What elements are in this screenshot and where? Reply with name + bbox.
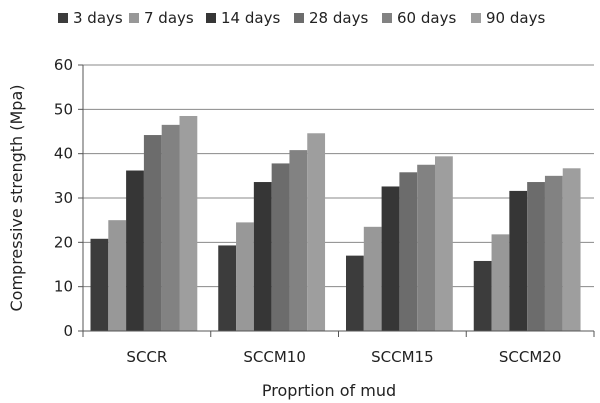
legend: 3 days 7 days 14 days 28 days 60 days 90 days	[58, 9, 545, 27]
x-tick-label: SCCM10	[243, 348, 306, 366]
legend-label: 60 days	[397, 9, 456, 27]
x-tick-label: SCCM20	[499, 348, 562, 366]
y-tick-label: 20	[54, 233, 73, 251]
bar-3-days-sccm20	[473, 260, 492, 331]
legend-label: 3 days	[73, 9, 123, 27]
legend-swatch	[206, 13, 216, 23]
legend-label: 14 days	[221, 9, 280, 27]
x-tick-label: SCCR	[126, 348, 167, 366]
bar-3-days-sccm15	[346, 255, 364, 331]
bar-28-days-sccm15	[399, 172, 418, 331]
legend-swatch	[129, 13, 139, 23]
bar-14-days-sccm10	[253, 182, 272, 331]
x-tick-labels: SCCR SCCM10 SCCM15 SCCM20	[82, 331, 595, 366]
bar-90-days-sccm20	[562, 168, 581, 331]
bar-14-days-sccm15	[381, 186, 400, 331]
legend-swatch	[471, 13, 481, 23]
y-tick-label: 30	[54, 189, 73, 207]
bar-14-days-sccr	[126, 170, 144, 331]
bar-60-days-sccm15	[417, 164, 435, 331]
bar-14-days-sccm20	[509, 190, 528, 331]
bar-7-days-sccm15	[363, 226, 382, 331]
legend-label: 90 days	[486, 9, 545, 27]
y-tick-label: 60	[54, 56, 73, 74]
bar-7-days-sccr	[108, 220, 127, 331]
bars	[90, 115, 581, 331]
legend-label: 28 days	[309, 9, 368, 27]
x-tick-label: SCCM15	[371, 348, 434, 366]
y-tick-label: 40	[54, 145, 73, 163]
legend-label: 7 days	[144, 9, 194, 27]
bar-28-days-sccm10	[271, 163, 290, 331]
legend-swatch	[294, 13, 304, 23]
bar-7-days-sccm10	[236, 222, 254, 331]
bar-60-days-sccm20	[544, 175, 563, 331]
bar-28-days-sccm20	[527, 182, 545, 331]
bar-60-days-sccr	[161, 124, 180, 331]
bar-90-days-sccr	[179, 115, 198, 331]
bar-90-days-sccm15	[435, 156, 453, 331]
x-axis-title: Proprtion of mud	[262, 381, 396, 400]
bar-3-days-sccr	[90, 238, 109, 331]
legend-swatch	[382, 13, 392, 23]
bar-3-days-sccm10	[218, 245, 237, 331]
bar-28-days-sccr	[143, 135, 162, 331]
y-tick-label: 50	[54, 100, 73, 118]
bar-7-days-sccm20	[491, 234, 510, 331]
y-tick-labels: 0 10 20 30 40 50 60	[54, 56, 83, 340]
y-tick-label: 0	[63, 322, 73, 340]
bar-60-days-sccm10	[289, 150, 308, 331]
legend-swatch	[58, 13, 68, 23]
y-axis-title: Compressive strength (Mpa)	[7, 84, 26, 311]
bar-90-days-sccm10	[307, 133, 326, 331]
y-tick-label: 10	[54, 278, 73, 296]
